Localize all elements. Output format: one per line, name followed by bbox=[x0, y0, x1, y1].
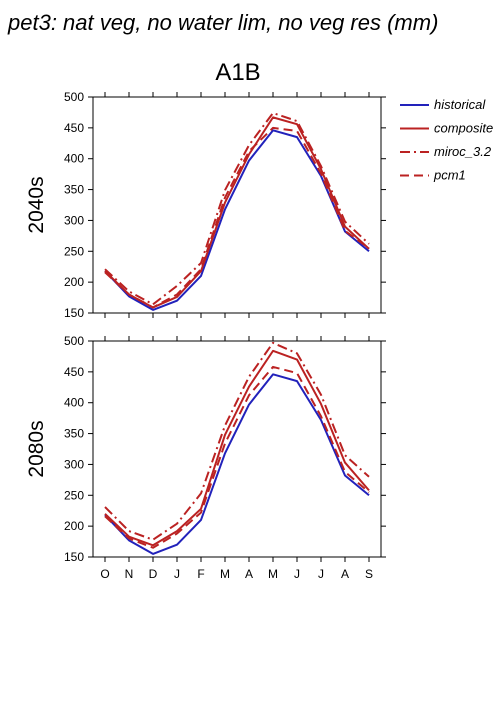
x-tick-label: S bbox=[365, 567, 373, 581]
x-tick-label: J bbox=[294, 567, 300, 581]
y-tick-label: 300 bbox=[64, 213, 84, 227]
x-tick-label: J bbox=[174, 567, 180, 581]
x-tick-label: A bbox=[341, 567, 349, 581]
scenario-label: A1B bbox=[215, 59, 260, 86]
legend-label: historical bbox=[434, 97, 486, 112]
y-tick-label: 400 bbox=[64, 396, 84, 410]
series-line-miroc-3-2 bbox=[104, 112, 370, 306]
legend-label: miroc_3.2 bbox=[434, 144, 492, 159]
y-tick-label: 200 bbox=[64, 519, 84, 533]
series-line-pcm1 bbox=[104, 365, 370, 549]
y-tick-label: 450 bbox=[64, 121, 84, 135]
legend-label: composite bbox=[434, 121, 493, 136]
y-tick-label: 200 bbox=[64, 275, 84, 289]
y-tick-label: 150 bbox=[64, 306, 84, 320]
series-line-composite bbox=[104, 116, 370, 309]
series-line-historical bbox=[104, 373, 370, 555]
plot-frame bbox=[92, 340, 382, 558]
figure-title: pet3: nat veg, no water lim, no veg res … bbox=[7, 10, 438, 35]
series-line-miroc-3-2 bbox=[104, 341, 370, 541]
y-tick-label: 500 bbox=[64, 90, 84, 104]
x-tick-label: A bbox=[245, 567, 253, 581]
y-tick-label: 450 bbox=[64, 365, 84, 379]
x-tick-label: M bbox=[268, 567, 278, 581]
x-tick-label: M bbox=[220, 567, 230, 581]
series-line-historical bbox=[104, 129, 370, 311]
panel-2080s-label: 2080s bbox=[25, 420, 48, 477]
y-tick-label: 350 bbox=[64, 427, 84, 441]
y-tick-label: 350 bbox=[64, 183, 84, 197]
y-tick-label: 500 bbox=[64, 334, 84, 348]
x-tick-label: J bbox=[318, 567, 324, 581]
plot-frame bbox=[92, 96, 382, 314]
series-line-pcm1 bbox=[104, 126, 370, 309]
y-tick-label: 250 bbox=[64, 488, 84, 502]
x-tick-label: N bbox=[125, 567, 134, 581]
y-tick-label: 250 bbox=[64, 244, 84, 258]
legend-label: pcm1 bbox=[433, 168, 466, 183]
y-tick-label: 150 bbox=[64, 550, 84, 564]
x-tick-label: D bbox=[149, 567, 158, 581]
y-tick-label: 400 bbox=[64, 152, 84, 166]
x-tick-label: F bbox=[197, 567, 204, 581]
panel-2040s: 2040s 150 200 250 300 350 400 450 500 bbox=[25, 90, 386, 320]
panel-2080s: 2080s 150 200 250 300 350 400 450 500 O N D J F M A M J J… bbox=[25, 334, 386, 581]
panel-2040s-label: 2040s bbox=[25, 176, 48, 233]
x-tick-label: O bbox=[100, 567, 109, 581]
y-tick-label: 300 bbox=[64, 457, 84, 471]
series-line-composite bbox=[104, 349, 370, 547]
legend: historical composite miroc_3.2 pcm1 bbox=[400, 97, 493, 183]
